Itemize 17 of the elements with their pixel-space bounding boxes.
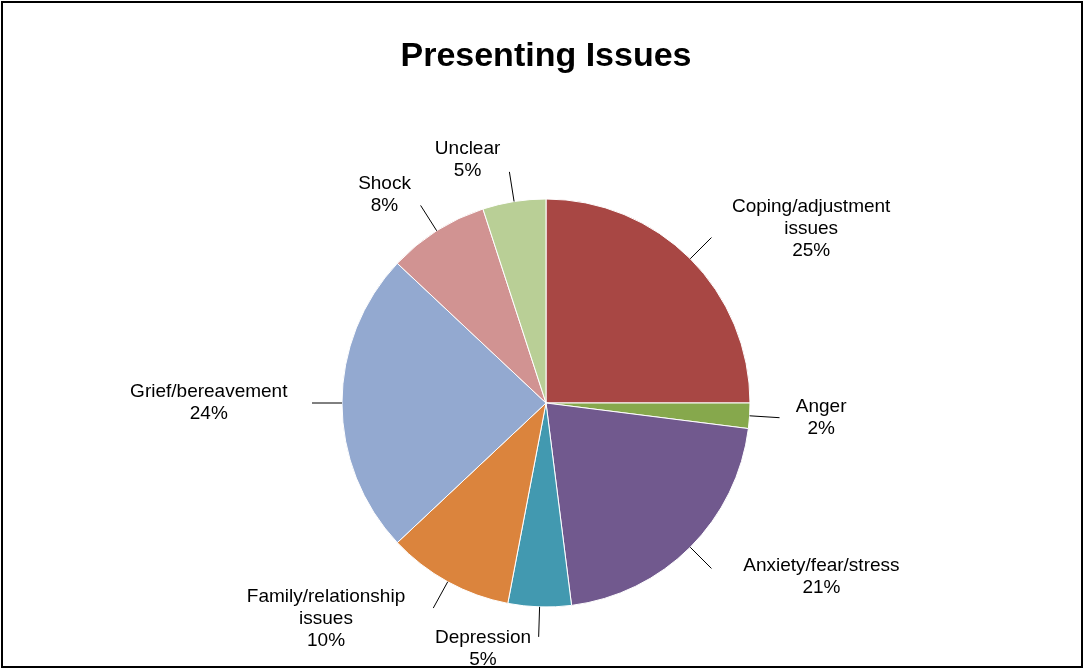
data-label: 21% — [802, 575, 841, 597]
slice-label: Family/relationship issues — [246, 584, 406, 628]
slice-label: Grief/bereavement — [130, 380, 289, 402]
slice-label: Depression — [434, 625, 532, 647]
slice-label: Anger — [795, 395, 848, 417]
slice-label: Coping/adjustment issues — [731, 195, 892, 239]
data-label: 24% — [189, 402, 228, 424]
slice-label: Anxiety/fear/stress — [743, 553, 900, 575]
chart-title: Presenting Issues — [400, 34, 692, 73]
data-label: 2% — [807, 417, 835, 439]
data-label: 25% — [792, 239, 831, 261]
slice-label: Unclear — [434, 137, 502, 159]
slice-label: Shock — [358, 172, 412, 194]
data-label: 10% — [307, 628, 346, 650]
data-label: 8% — [370, 194, 399, 216]
data-label: 5% — [453, 159, 482, 181]
data-label: 5% — [469, 647, 497, 669]
